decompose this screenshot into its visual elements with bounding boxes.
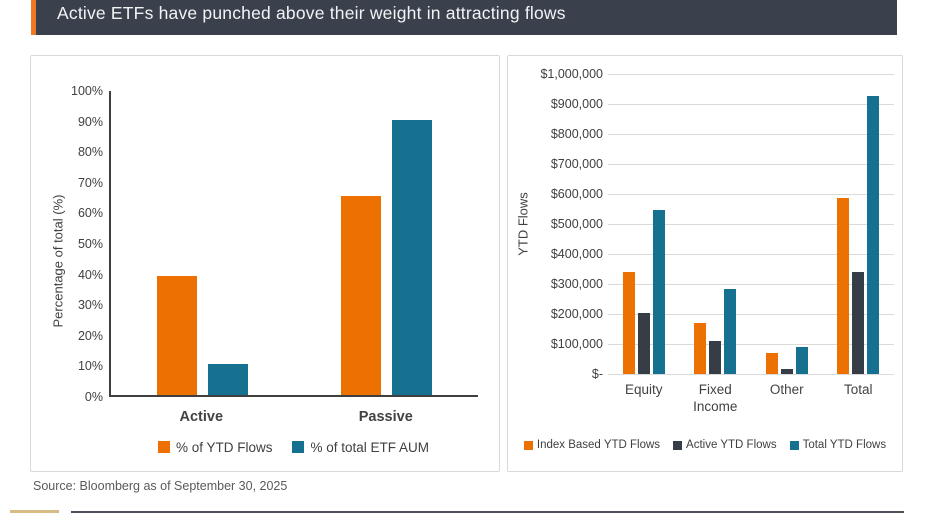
y-tick-label: $-: [591, 366, 603, 381]
y-tick-label: $1,000,000: [540, 66, 603, 81]
chart-title: Active ETFs have punched above their wei…: [57, 3, 566, 23]
left-chart-panel: Percentage of total (%) 0% 10% 20% 30% 40% 50…: [30, 55, 500, 472]
bar-group-total: [837, 96, 880, 374]
bar-group-other: [765, 347, 808, 374]
legend: % of YTD Flows % of total ETF AUM: [109, 432, 478, 462]
legend-label: Index Based YTD Flows: [536, 439, 661, 451]
y-tick-label: 50%: [77, 236, 103, 251]
y-tick-label: 20%: [77, 328, 103, 343]
legend-swatch: [789, 440, 799, 450]
gridline: [608, 344, 894, 345]
bar: [208, 364, 249, 395]
bar: [837, 198, 850, 374]
bar: [765, 353, 778, 374]
legend-item: Index Based YTD Flows: [523, 439, 661, 451]
gridline: [608, 74, 894, 75]
gridline: [608, 254, 894, 255]
source-note: Source: Bloomberg as of September 30, 20…: [33, 479, 288, 493]
gridline: [608, 284, 894, 285]
y-tick-label: 80%: [77, 144, 103, 159]
bar: [694, 323, 707, 374]
x-category-label: Other: [769, 382, 804, 397]
bar-group-equity: [622, 210, 665, 374]
y-tick-label: 40%: [77, 267, 103, 282]
legend-item: Active YTD Flows: [673, 439, 777, 451]
bar: [391, 120, 432, 395]
legend-swatch: [157, 441, 170, 453]
plot-area: [608, 74, 894, 374]
y-tick-label: $400,000: [550, 246, 603, 261]
y-tick-label: 30%: [77, 297, 103, 312]
bar: [340, 196, 381, 395]
legend-swatch: [673, 440, 683, 450]
y-tick-label: $200,000: [550, 306, 603, 321]
gridline: [608, 134, 894, 135]
legend-item: Total YTD Flows: [789, 439, 887, 451]
bar: [852, 272, 865, 374]
gridline: [608, 224, 894, 225]
bar: [652, 210, 665, 374]
bar: [622, 272, 635, 374]
gridline: [608, 314, 894, 315]
gridline: [608, 374, 894, 375]
y-tick-label: 100%: [71, 83, 103, 98]
gridline: [608, 164, 894, 165]
bar: [867, 96, 880, 374]
y-tick-label: $300,000: [550, 276, 603, 291]
x-axis-labels: Equity Fixed Income Other Total: [608, 382, 894, 416]
x-category-label: Equity: [624, 382, 663, 397]
y-tick-label: $800,000: [550, 126, 603, 141]
bar-group-fixed-income: [694, 289, 737, 374]
title-bar: Active ETFs have punched above their wei…: [31, 0, 897, 35]
y-tick-label: $500,000: [550, 216, 603, 231]
y-tick-label: 90%: [77, 114, 103, 129]
footer-gold-rule: [10, 510, 59, 513]
bar: [795, 347, 808, 374]
y-tick-label: $700,000: [550, 156, 603, 171]
y-tick-label: 70%: [77, 175, 103, 190]
x-category-label: Passive: [358, 409, 413, 425]
x-category-label: Fixed Income: [693, 382, 738, 414]
gridline: [608, 104, 894, 105]
legend-item: % of YTD Flows: [157, 439, 273, 455]
legend-label: Active YTD Flows: [686, 439, 777, 451]
legend-label: % of YTD Flows: [175, 439, 273, 455]
legend-swatch: [523, 440, 533, 450]
legend-label: Total YTD Flows: [802, 439, 887, 451]
bar-group-passive: [340, 120, 432, 395]
y-tick-label: $900,000: [550, 96, 603, 111]
legend: Index Based YTD Flows Active YTD Flows Tot…: [508, 432, 902, 458]
y-tick-label: 10%: [77, 359, 103, 374]
y-tick-label: 60%: [77, 206, 103, 221]
x-axis-labels: Active Passive: [109, 408, 478, 426]
bar: [157, 276, 198, 395]
y-tick-label: $100,000: [550, 336, 603, 351]
y-tick-label: 0%: [84, 389, 103, 404]
bar: [637, 313, 650, 374]
legend-swatch: [292, 441, 305, 453]
legend-label: % of total ETF AUM: [310, 439, 430, 455]
footer-dark-rule: [71, 511, 904, 513]
plot-area: [109, 91, 478, 397]
bar: [780, 369, 793, 374]
x-category-label: Active: [179, 409, 224, 425]
bar-group-active: [157, 276, 249, 395]
right-chart-panel: YTD Flows $- $100,000 $200,000 $300,000 $400…: [507, 55, 903, 472]
bar: [724, 289, 737, 374]
legend-item: % of total ETF AUM: [292, 440, 429, 455]
y-tick-label: $600,000: [550, 186, 603, 201]
gridline: [608, 194, 894, 195]
x-category-label: Total: [843, 382, 873, 397]
bar: [709, 341, 722, 374]
